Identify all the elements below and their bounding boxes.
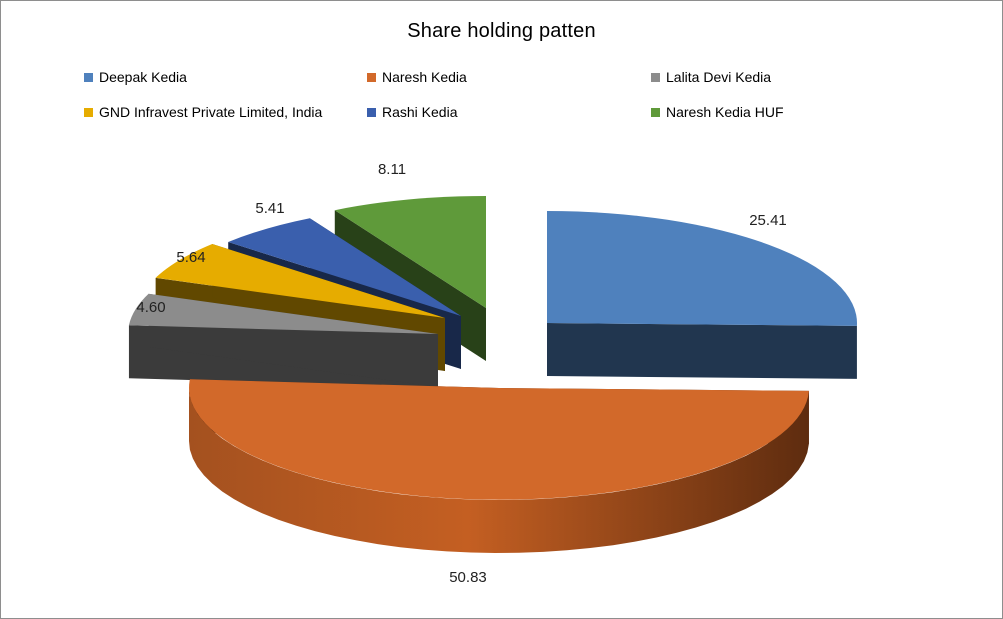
legend-label: Naresh Kedia <box>382 69 467 85</box>
legend-swatch <box>84 107 93 117</box>
slice-top <box>155 244 445 318</box>
chart-title: Share holding patten <box>407 20 596 42</box>
legend-item-lalita-devi-kedia: Lalita Devi Kedia <box>651 69 771 85</box>
legend-swatch <box>367 107 376 117</box>
data-label: 8.11 <box>378 161 406 178</box>
slice-top <box>228 218 461 316</box>
legend-swatch <box>84 72 93 82</box>
legend-swatch <box>651 72 660 82</box>
legend-item-gnd-infravest: GND Infravest Private Limited, India <box>84 104 322 120</box>
slice-top <box>189 379 809 500</box>
data-label: 5.64 <box>176 249 205 266</box>
data-label: 4.60 <box>136 299 165 316</box>
legend-item-deepak-kedia: Deepak Kedia <box>84 69 187 85</box>
legend-item-naresh-kedia-huf: Naresh Kedia HUF <box>651 104 784 120</box>
pie-slice-deepak-kedia <box>547 211 858 379</box>
legend-label: Deepak Kedia <box>99 69 187 85</box>
pie-slice-lalita-devi-kedia <box>128 293 438 387</box>
chart-legend: Deepak Kedia Naresh Kedia Lalita Devi Ke… <box>0 0 1003 130</box>
slice-side <box>189 388 809 553</box>
slice-top <box>547 211 858 326</box>
data-label: 25.41 <box>749 212 787 229</box>
legend-label: Naresh Kedia HUF <box>666 104 784 120</box>
legend-item-rashi-kedia: Rashi Kedia <box>367 104 458 120</box>
legend-label: Lalita Devi Kedia <box>666 69 772 85</box>
legend-swatch <box>651 107 660 117</box>
legend-swatch <box>367 72 376 82</box>
legend-item-naresh-kedia: Naresh Kedia <box>367 69 467 85</box>
legend-label: Rashi Kedia <box>382 104 458 120</box>
slice-top <box>128 293 438 334</box>
data-label: 50.83 <box>449 569 487 586</box>
pie-slices <box>128 196 858 553</box>
slice-wall <box>547 323 857 379</box>
data-labels: 25.41 50.83 4.60 5.64 5.41 8.11 <box>136 161 786 586</box>
legend-label: GND Infravest Private Limited, India <box>99 104 323 120</box>
slice-top <box>334 196 486 308</box>
pie-slice-naresh-kedia <box>189 379 809 553</box>
data-label: 5.41 <box>255 200 284 217</box>
